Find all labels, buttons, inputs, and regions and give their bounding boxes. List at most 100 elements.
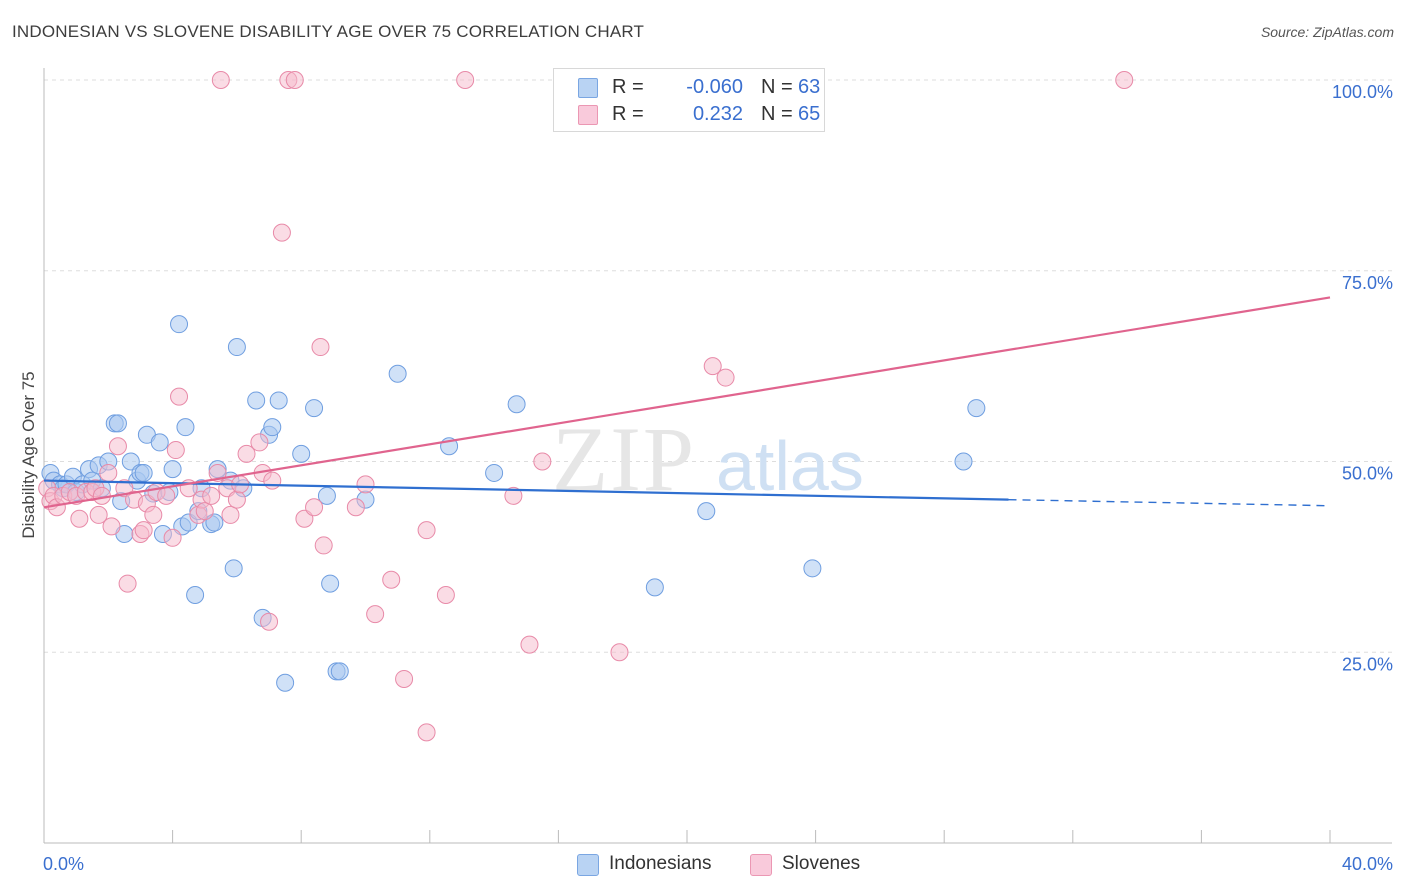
indonesians-point bbox=[247, 391, 266, 410]
legend-n-label: N = bbox=[761, 103, 793, 125]
slovenes-point bbox=[102, 517, 121, 536]
slovenes-point bbox=[520, 635, 539, 654]
slovenes-point bbox=[157, 486, 176, 505]
indonesians-point bbox=[108, 414, 127, 433]
indonesians-point bbox=[150, 433, 169, 452]
slovenes-point bbox=[195, 502, 214, 521]
slovenes-point bbox=[1115, 71, 1134, 89]
slovenes-point bbox=[533, 452, 552, 471]
slovenes-point bbox=[70, 509, 89, 528]
axes bbox=[43, 68, 1392, 844]
trend-lines bbox=[43, 296, 1331, 509]
slovenes-point bbox=[272, 223, 291, 242]
y-axis-label: Disability Age Over 75 bbox=[19, 371, 38, 538]
slovenes-point bbox=[221, 505, 240, 524]
indonesians-point bbox=[292, 444, 311, 463]
indonesians-point bbox=[317, 486, 336, 505]
slovenes-point bbox=[202, 486, 221, 505]
slovenes-point bbox=[144, 505, 163, 524]
slovenes-point bbox=[134, 521, 153, 540]
indonesians-point bbox=[485, 463, 504, 482]
indonesians-point bbox=[269, 391, 288, 410]
indonesians-point bbox=[134, 463, 153, 482]
slovenes-point bbox=[382, 570, 401, 589]
pink-swatch-icon bbox=[578, 105, 598, 125]
legend-r-value: -0.060 bbox=[686, 76, 743, 98]
indonesians-point bbox=[176, 418, 195, 437]
slovenes-point bbox=[716, 368, 735, 387]
blue-swatch-icon bbox=[577, 854, 599, 876]
indonesians-point bbox=[163, 460, 182, 479]
y-tick-label: 100.0% bbox=[1332, 82, 1393, 102]
legend-r-label: R = bbox=[612, 76, 644, 98]
legend-label-indonesians: Indonesians bbox=[609, 853, 712, 874]
legend-n-value: 65 bbox=[798, 103, 821, 125]
slovenes-point bbox=[366, 605, 385, 624]
indonesians-point bbox=[967, 399, 986, 418]
series-legend: Indonesians Slovenes bbox=[0, 853, 1406, 877]
slovenes-point bbox=[436, 586, 455, 605]
slovenes-point bbox=[250, 433, 269, 452]
watermark-zip: ZIP bbox=[552, 408, 696, 510]
indonesians-point bbox=[954, 452, 973, 471]
slovenes-point bbox=[108, 437, 127, 456]
stats-legend: R = -0.060 N = 63 R = 0.232 N = 65 bbox=[553, 68, 825, 132]
indonesians-trend-extension bbox=[1008, 498, 1331, 507]
slovenes-point bbox=[456, 71, 475, 89]
slovenes-point bbox=[417, 723, 436, 742]
grid-lines bbox=[44, 79, 1392, 653]
slovenes-point bbox=[89, 505, 108, 524]
x-tick-label-max: 40.0% bbox=[1342, 854, 1393, 874]
slovenes-points bbox=[38, 71, 1134, 742]
y-tick-label: 25.0% bbox=[1342, 654, 1393, 674]
slovenes-point bbox=[346, 498, 365, 517]
slovenes-point bbox=[118, 574, 137, 593]
slovenes-point bbox=[227, 490, 246, 509]
legend-label-slovenes: Slovenes bbox=[782, 853, 861, 874]
slovenes-point bbox=[305, 498, 324, 517]
slovenes-point bbox=[311, 338, 330, 357]
slovenes-point bbox=[610, 643, 629, 662]
indonesians-point bbox=[224, 559, 243, 578]
x-tick-label-min: 0.0% bbox=[43, 854, 84, 874]
tick-labels: 25.0% 50.0% 75.0% 100.0% 0.0% 40.0% bbox=[43, 82, 1393, 874]
pink-swatch-icon bbox=[750, 854, 772, 876]
slovenes-point bbox=[260, 612, 279, 631]
indonesians-point bbox=[697, 502, 716, 521]
indonesians-point bbox=[276, 673, 295, 692]
indonesians-point bbox=[263, 418, 282, 437]
blue-swatch-icon bbox=[578, 78, 598, 98]
indonesians-point bbox=[170, 315, 189, 334]
slovenes-point bbox=[163, 528, 182, 547]
slovenes-point bbox=[417, 521, 436, 540]
watermark-atlas: atlas bbox=[716, 427, 864, 505]
slovenes-point bbox=[504, 486, 523, 505]
legend-r-value: 0.232 bbox=[692, 103, 743, 125]
slovenes-point bbox=[211, 71, 230, 89]
indonesians-trend-line bbox=[43, 479, 1009, 501]
slovenes-point bbox=[99, 463, 118, 482]
indonesians-point bbox=[227, 338, 246, 357]
source-label: Source: ZipAtlas.com bbox=[1260, 24, 1394, 40]
indonesians-point bbox=[388, 364, 407, 383]
slovenes-point bbox=[237, 444, 256, 463]
slovenes-point bbox=[395, 669, 414, 688]
slovenes-point bbox=[166, 441, 185, 460]
indonesians-point bbox=[507, 395, 526, 414]
slovenes-point bbox=[314, 536, 333, 555]
slovenes-point bbox=[170, 387, 189, 406]
indonesians-point bbox=[803, 559, 822, 578]
legend-n-label: N = bbox=[761, 76, 793, 98]
indonesians-point bbox=[305, 399, 324, 418]
chart-title: INDONESIAN VS SLOVENE DISABILITY AGE OVE… bbox=[12, 22, 645, 41]
slovenes-point bbox=[356, 475, 375, 494]
y-tick-label: 75.0% bbox=[1342, 273, 1393, 293]
slovenes-trend-line bbox=[43, 296, 1331, 509]
legend-n-value: 63 bbox=[798, 76, 821, 98]
indonesians-point bbox=[321, 574, 340, 593]
slovenes-point bbox=[285, 71, 304, 89]
slovenes-point bbox=[263, 471, 282, 490]
y-tick-label: 50.0% bbox=[1342, 464, 1393, 484]
legend-r-label: R = bbox=[612, 103, 644, 125]
